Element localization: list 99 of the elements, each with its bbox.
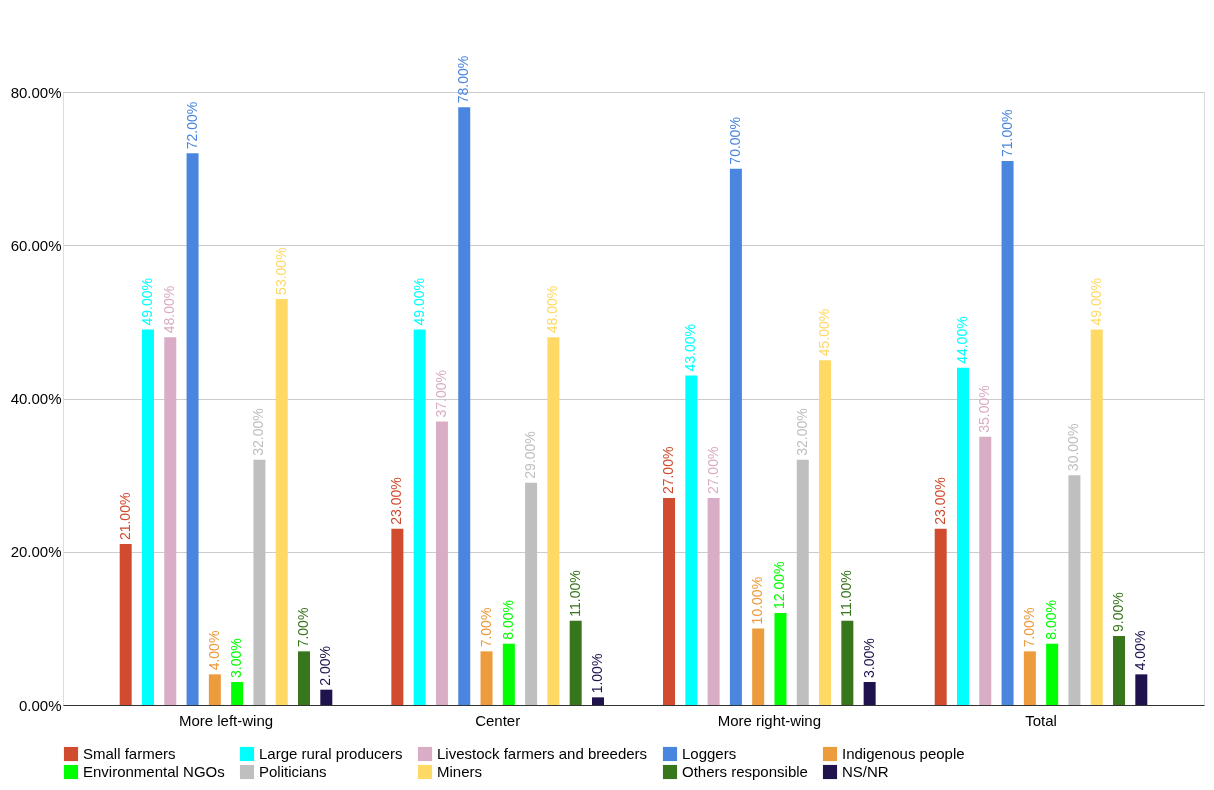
data-label: 44.00% (953, 316, 970, 364)
bar (253, 459, 266, 705)
data-label: 35.00% (976, 385, 993, 433)
data-label: 27.00% (660, 446, 677, 495)
data-label: 1.00% (588, 653, 605, 694)
legend-label: NS/NR (842, 763, 889, 780)
legend-label: Miners (437, 763, 483, 780)
data-label: 37.00% (432, 370, 449, 418)
bar (685, 375, 698, 705)
data-label: 3.00% (228, 638, 245, 679)
data-label: 3.00% (860, 638, 877, 679)
bar (119, 544, 132, 705)
legend-label: Livestock farmers and breeders (437, 745, 648, 762)
data-label: 45.00% (816, 308, 833, 357)
bar (841, 620, 854, 705)
data-label: 70.00% (726, 117, 743, 165)
data-label: 11.00% (566, 570, 583, 617)
bar (729, 168, 742, 705)
bar (979, 436, 992, 705)
bar (1046, 643, 1059, 705)
legend-label: Indigenous people (842, 745, 965, 762)
data-label: 53.00% (272, 247, 289, 295)
data-label: 30.00% (1065, 423, 1082, 472)
legend-label: Large rural producers (259, 745, 403, 762)
bar (863, 682, 876, 705)
y-tick-label: 20.00% (10, 543, 62, 561)
bar (752, 628, 765, 705)
data-label: 4.00% (1132, 630, 1149, 671)
data-label: 12.00% (771, 561, 788, 610)
data-label: 7.00% (1020, 607, 1037, 648)
y-tick-label: 80.00% (10, 83, 62, 101)
bar (569, 620, 582, 705)
y-tick-label: 60.00% (10, 236, 62, 254)
bar (547, 337, 560, 705)
data-label: 27.00% (704, 446, 721, 495)
bar (707, 498, 720, 705)
data-label: 32.00% (793, 408, 810, 456)
data-label: 71.00% (998, 109, 1015, 157)
data-label: 49.00% (1087, 278, 1104, 326)
bar (663, 498, 676, 705)
bar (591, 697, 604, 705)
bar (796, 459, 809, 705)
data-label: 48.00% (161, 285, 178, 334)
data-label: 72.00% (183, 101, 200, 150)
data-label: 7.00% (295, 607, 312, 648)
data-label: 8.00% (1043, 600, 1060, 640)
bar (458, 107, 471, 705)
y-tick-label: 0.00% (18, 696, 62, 714)
bar (1113, 636, 1126, 705)
bar (141, 329, 154, 705)
bar (1135, 674, 1148, 705)
data-label: 23.00% (388, 477, 405, 525)
bar (413, 329, 426, 705)
legend-label: Environmental NGOs (83, 763, 225, 780)
bar (774, 613, 787, 705)
data-label: 8.00% (499, 600, 516, 640)
bar (1068, 475, 1081, 705)
bar (1001, 160, 1014, 705)
bar (298, 651, 311, 705)
bar (480, 651, 493, 705)
legend-label: Small farmers (83, 745, 176, 762)
bar (1090, 329, 1103, 705)
bar (164, 337, 177, 705)
x-tick-label: Total (1025, 711, 1057, 729)
x-tick-label: More left-wing (178, 711, 274, 729)
data-label: 4.00% (205, 630, 222, 671)
bar (435, 421, 448, 705)
data-label: 11.00% (838, 570, 855, 617)
data-label: 10.00% (749, 576, 766, 625)
data-label: 49.00% (410, 278, 427, 326)
data-label: 2.00% (317, 645, 334, 686)
bar (208, 674, 221, 705)
bar (1023, 651, 1036, 705)
bar (956, 367, 969, 705)
legend-label: Others responsible (682, 763, 808, 780)
bar (934, 528, 947, 705)
legend-label: Politicians (259, 763, 327, 780)
data-label: 48.00% (544, 285, 561, 334)
legend-label: Loggers (682, 745, 737, 762)
data-label: 49.00% (138, 278, 155, 326)
bar (275, 298, 288, 705)
x-tick-label: More right-wing (717, 711, 822, 729)
data-label: 21.00% (116, 492, 133, 541)
data-label: 23.00% (931, 477, 948, 525)
bar (231, 682, 244, 705)
data-label: 29.00% (522, 431, 539, 479)
data-label: 7.00% (477, 607, 494, 648)
bar (502, 643, 515, 705)
data-label: 78.00% (455, 55, 472, 104)
bar (391, 528, 404, 705)
bar (525, 482, 538, 705)
bar (186, 153, 199, 705)
data-label: 9.00% (1110, 592, 1127, 633)
y-tick-label: 40.00% (10, 390, 62, 407)
data-label: 43.00% (682, 324, 699, 372)
bar (819, 360, 832, 705)
data-label: 32.00% (250, 408, 267, 456)
bar (320, 689, 333, 705)
x-tick-label: Center (475, 711, 521, 729)
